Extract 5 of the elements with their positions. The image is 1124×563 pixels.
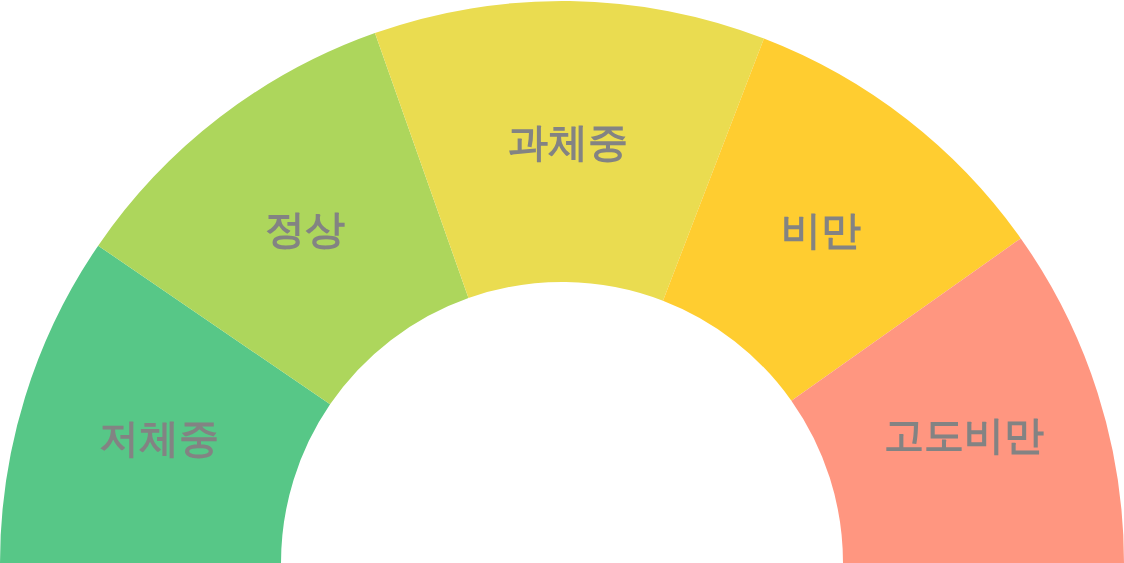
slice-label: 비만 [780,207,861,254]
slice-label: 고도비만 [883,412,1044,459]
slice-label: 정상 [265,205,346,252]
slice-label: 과체중 [507,118,628,165]
slice-label: 저체중 [99,415,220,462]
